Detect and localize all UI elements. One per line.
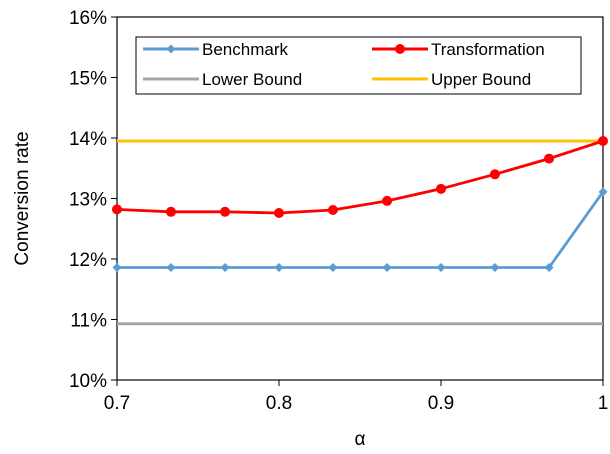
legend-swatch-marker: [395, 44, 405, 54]
y-tick-label: 14%: [69, 129, 107, 150]
transformation-point: [489, 169, 500, 180]
transformation-point: [165, 206, 176, 217]
transformation-point: [220, 206, 231, 217]
legend-label: Transformation: [431, 40, 545, 59]
x-tick-label: 0.8: [266, 393, 292, 414]
benchmark-point: [328, 262, 338, 272]
legend-label: Upper Bound: [431, 70, 531, 89]
x-tick-label: 0.7: [104, 393, 130, 414]
axis-layer: 10% 11% 12% 13% 14% 15% 16% 0.7 0.8 0.9 1 α Conversi…: [12, 8, 608, 450]
benchmark-point: [544, 262, 554, 272]
benchmark-point: [382, 262, 392, 272]
transformation-point: [598, 136, 608, 147]
transformation-point: [382, 195, 393, 206]
transformation-point: [544, 153, 555, 164]
legend-entry-upper-bound: Upper Bound: [372, 70, 531, 89]
y-tick-label: 13%: [69, 190, 107, 211]
legend: Benchmark Transformation Lower Bound Upper …: [135, 36, 582, 95]
benchmark-point: [220, 262, 230, 272]
x-axis-title: α: [355, 429, 366, 450]
benchmark-point: [436, 262, 446, 272]
y-tick-label: 15%: [69, 69, 107, 90]
transformation-point: [327, 204, 338, 215]
transformation-point: [274, 208, 284, 219]
series-benchmark: [112, 187, 608, 272]
benchmark-point: [166, 262, 176, 272]
legend-entry-transformation: Transformation: [372, 40, 545, 59]
x-tick-label: 0.9: [428, 393, 454, 414]
benchmark-point: [274, 262, 284, 272]
benchmark-point: [490, 262, 500, 272]
y-tick-label: 10%: [69, 371, 107, 392]
legend-label: Lower Bound: [202, 70, 302, 89]
legend-entry-benchmark: Benchmark: [143, 40, 288, 59]
legend-swatch-marker: [166, 44, 176, 54]
legend-box: [135, 36, 582, 95]
benchmark-point: [112, 262, 122, 272]
benchmark-point: [598, 187, 608, 197]
legend-label: Benchmark: [202, 40, 288, 59]
series-layer: [112, 136, 608, 326]
y-tick-label: 11%: [70, 311, 107, 332]
y-tick-label: 12%: [69, 250, 107, 271]
benchmark-line: [117, 190, 605, 269]
y-axis-title: Conversion rate: [12, 131, 33, 265]
transformation-point: [112, 204, 122, 215]
y-tick-label: 16%: [69, 8, 107, 29]
series-transformation: [112, 136, 608, 219]
transformation-point: [436, 183, 446, 194]
transformation-line: [116, 139, 604, 215]
legend-entry-lower-bound: Lower Bound: [143, 70, 302, 89]
x-tick-label: 1: [598, 393, 609, 414]
